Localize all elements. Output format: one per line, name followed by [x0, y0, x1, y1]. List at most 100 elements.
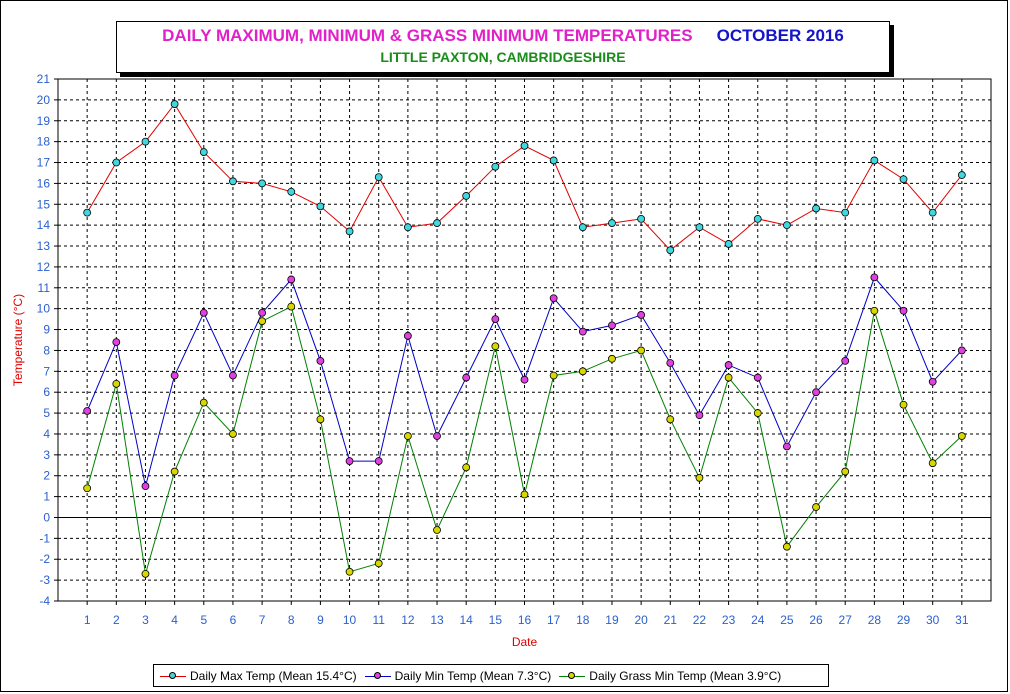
x-tick-label: 5 — [200, 613, 207, 627]
y-tick-label: -4 — [39, 594, 50, 608]
data-point-min — [695, 411, 704, 420]
x-tick-label: 19 — [605, 613, 619, 627]
data-point-min — [462, 373, 471, 382]
chart-title: DAILY MAXIMUM, MINIMUM & GRASS MINIMUM T… — [162, 26, 693, 45]
legend: Daily Max Temp (Mean 15.4°C) Daily Min T… — [153, 664, 829, 687]
title-line: DAILY MAXIMUM, MINIMUM & GRASS MINIMUM T… — [117, 26, 889, 46]
x-tick-label: 28 — [868, 613, 882, 627]
data-point-grass — [783, 542, 791, 551]
data-point-min — [928, 377, 937, 386]
data-point-max — [374, 173, 383, 182]
data-point-min — [345, 457, 354, 466]
data-point-grass — [287, 302, 296, 311]
data-point-max — [141, 137, 150, 146]
y-tick-label: 9 — [43, 323, 50, 337]
data-point-max — [957, 171, 966, 179]
data-point-min — [520, 375, 529, 384]
data-point-min — [724, 361, 733, 369]
x-tick-label: 1 — [84, 613, 91, 627]
y-axis-label: Temperature (°C) — [11, 294, 25, 386]
data-point-min — [229, 371, 237, 380]
data-point-grass — [578, 367, 587, 376]
data-point-max — [258, 179, 266, 188]
x-tick-label: 30 — [926, 613, 940, 627]
x-tick-label: 4 — [171, 613, 178, 627]
data-point-grass — [229, 430, 237, 438]
legend-item-max: Daily Max Temp (Mean 15.4°C) — [160, 669, 357, 683]
y-tick-label: 0 — [43, 510, 50, 524]
legend-label-max: Daily Max Temp (Mean 15.4°C) — [190, 668, 357, 683]
x-tick-label: 17 — [547, 613, 561, 627]
data-point-min — [170, 371, 179, 380]
data-point-grass — [724, 373, 733, 382]
data-point-grass — [374, 559, 383, 568]
x-tick-label: 16 — [518, 613, 532, 627]
data-point-grass — [112, 379, 121, 388]
data-point-min — [374, 457, 383, 466]
data-point-grass — [170, 467, 179, 476]
data-point-min — [578, 327, 587, 336]
x-tick-label: 2 — [113, 613, 120, 627]
legend-symbol-max — [160, 671, 186, 681]
data-point-min — [112, 338, 121, 346]
data-point-min — [841, 356, 850, 365]
x-tick-label: 27 — [839, 613, 853, 627]
data-point-max — [229, 177, 237, 186]
y-tick-label: 11 — [38, 281, 51, 295]
data-point-min — [812, 388, 820, 397]
data-point-grass — [957, 432, 966, 440]
data-point-min — [403, 331, 412, 340]
y-tick-label: 20 — [37, 93, 51, 107]
data-point-grass — [841, 467, 850, 476]
plot-border — [57, 78, 992, 602]
y-tick-label: 15 — [37, 197, 51, 211]
data-point-max — [83, 208, 92, 217]
data-point-grass — [695, 473, 704, 482]
data-point-min — [783, 442, 791, 451]
chart-subtitle: LITTLE PAXTON, CAMBRIDGESHIRE — [380, 49, 626, 65]
y-tick-label: 19 — [37, 114, 51, 128]
x-tick-label: 6 — [230, 613, 237, 627]
y-tick-label: 18 — [37, 135, 51, 149]
data-point-min — [316, 356, 325, 365]
data-point-max — [491, 162, 500, 171]
y-tick-label: 1 — [43, 490, 50, 504]
data-point-grass — [549, 371, 558, 380]
data-point-grass — [403, 432, 412, 440]
data-point-min — [199, 308, 208, 317]
data-point-min — [870, 273, 879, 282]
y-tick-label: 14 — [37, 218, 51, 232]
data-point-grass — [141, 569, 150, 578]
data-point-min — [433, 432, 441, 440]
data-point-max — [112, 158, 121, 167]
y-tick-label: -3 — [39, 573, 50, 587]
data-point-grass — [608, 354, 616, 363]
data-point-max — [870, 156, 879, 165]
y-tick-label: 17 — [37, 156, 51, 170]
legend-symbol-min — [364, 671, 391, 681]
x-tick-label: 29 — [897, 613, 911, 627]
y-tick-label: 2 — [43, 469, 50, 483]
data-point-max — [170, 100, 179, 108]
x-tick-label: 31 — [955, 613, 969, 627]
data-point-grass — [83, 484, 92, 493]
y-tick-label: 5 — [43, 406, 50, 420]
data-point-max — [695, 223, 704, 232]
y-tick-label: 16 — [37, 176, 51, 190]
x-tick-label: 22 — [693, 613, 707, 627]
y-tick-label: 6 — [43, 385, 50, 399]
data-point-max — [199, 148, 208, 156]
data-point-max — [520, 141, 529, 150]
data-point-max — [783, 221, 791, 230]
y-tick-label: 7 — [43, 364, 50, 378]
data-point-grass — [899, 400, 908, 409]
data-point-min — [899, 306, 908, 315]
data-point-max — [753, 214, 762, 223]
x-tick-label: 24 — [751, 613, 765, 627]
y-tick-label: 13 — [37, 239, 51, 253]
x-tick-label: 11 — [372, 613, 385, 627]
data-point-min — [491, 315, 500, 324]
data-point-min — [141, 482, 150, 491]
data-point-min — [287, 275, 296, 284]
